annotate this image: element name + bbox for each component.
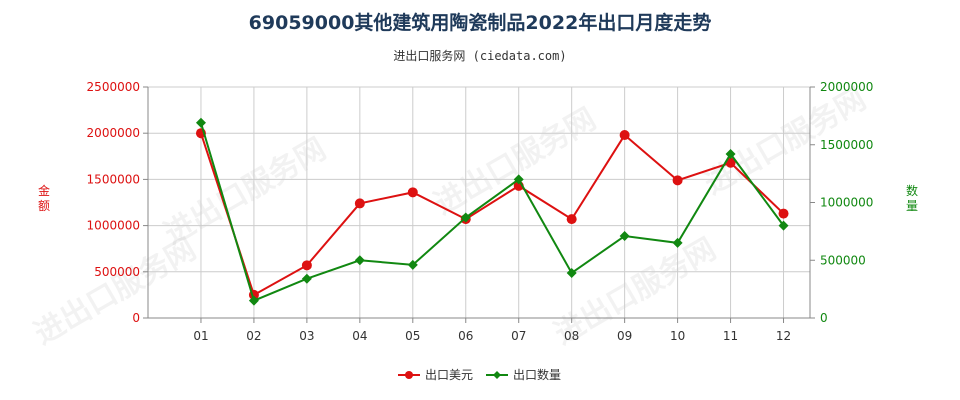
left-tick-label: 500000 xyxy=(94,265,140,279)
quantity-point xyxy=(301,273,312,284)
right-tick-label: 1000000 xyxy=(820,196,873,210)
left-tick-label: 2000000 xyxy=(87,126,140,140)
left-tick-label: 2500000 xyxy=(87,80,140,94)
quantity-point xyxy=(354,255,365,266)
amount-point xyxy=(619,130,630,141)
x-tick-label: 02 xyxy=(246,329,261,343)
x-tick-label: 11 xyxy=(723,329,738,343)
series-line-2 xyxy=(200,122,785,303)
x-tick-label: 05 xyxy=(405,329,420,343)
quantity-point xyxy=(460,212,471,223)
legend: 出口美元 出口数量 xyxy=(398,367,561,382)
left-tick-label: 1500000 xyxy=(87,172,140,186)
amount-point xyxy=(778,208,789,219)
chart-title: 69059000其他建筑用陶瓷制品2022年出口月度走势 xyxy=(248,12,712,34)
left-axis-label: 金额 xyxy=(38,183,50,213)
x-tick-label: 12 xyxy=(776,329,791,343)
watermark-text: 进出口服务网 xyxy=(29,232,202,352)
x-tick-label: 10 xyxy=(670,329,685,343)
amount-point xyxy=(407,187,418,198)
right-tick-label: 0 xyxy=(820,311,828,325)
x-tick-label: 07 xyxy=(511,329,526,343)
quantity-point xyxy=(619,230,630,241)
quantity-point xyxy=(248,295,259,306)
legend-marker-amount xyxy=(405,371,413,379)
legend-label-2: 出口数量 xyxy=(513,367,561,382)
right-tick-label: 2000000 xyxy=(820,80,873,94)
x-tick-label: 06 xyxy=(458,329,473,343)
series-line-1 xyxy=(200,132,785,297)
x-tick-label: 01 xyxy=(193,329,208,343)
legend-label-1: 出口美元 xyxy=(425,368,473,382)
quantity-point xyxy=(407,259,418,270)
x-tick-label: 09 xyxy=(617,329,632,343)
quantity-point xyxy=(195,117,206,128)
amount-point xyxy=(566,214,577,225)
chart-subtitle: 进出口服务网 (ciedata.com) xyxy=(393,49,567,63)
quantity-point xyxy=(513,174,524,185)
amount-point xyxy=(301,260,312,271)
right-axis-label: 数量 xyxy=(906,183,918,213)
quantity-point xyxy=(672,237,683,248)
left-tick-label: 0 xyxy=(132,311,140,325)
right-tick-label: 1500000 xyxy=(820,138,873,152)
left-tick-label: 1000000 xyxy=(87,219,140,233)
amount-point xyxy=(672,175,683,186)
quantity-point xyxy=(778,220,789,231)
legend-marker-quantity xyxy=(493,371,501,379)
quantity-point xyxy=(566,267,577,278)
quantity-point xyxy=(725,148,736,159)
watermark-text: 进出口服务网 xyxy=(429,102,602,222)
right-tick-label: 500000 xyxy=(820,253,866,267)
x-tick-label: 04 xyxy=(352,329,367,343)
series-layer xyxy=(195,117,789,306)
x-tick-label: 03 xyxy=(299,329,314,343)
amount-point xyxy=(725,157,736,168)
x-tick-label: 08 xyxy=(564,329,579,343)
amount-point xyxy=(354,198,365,209)
